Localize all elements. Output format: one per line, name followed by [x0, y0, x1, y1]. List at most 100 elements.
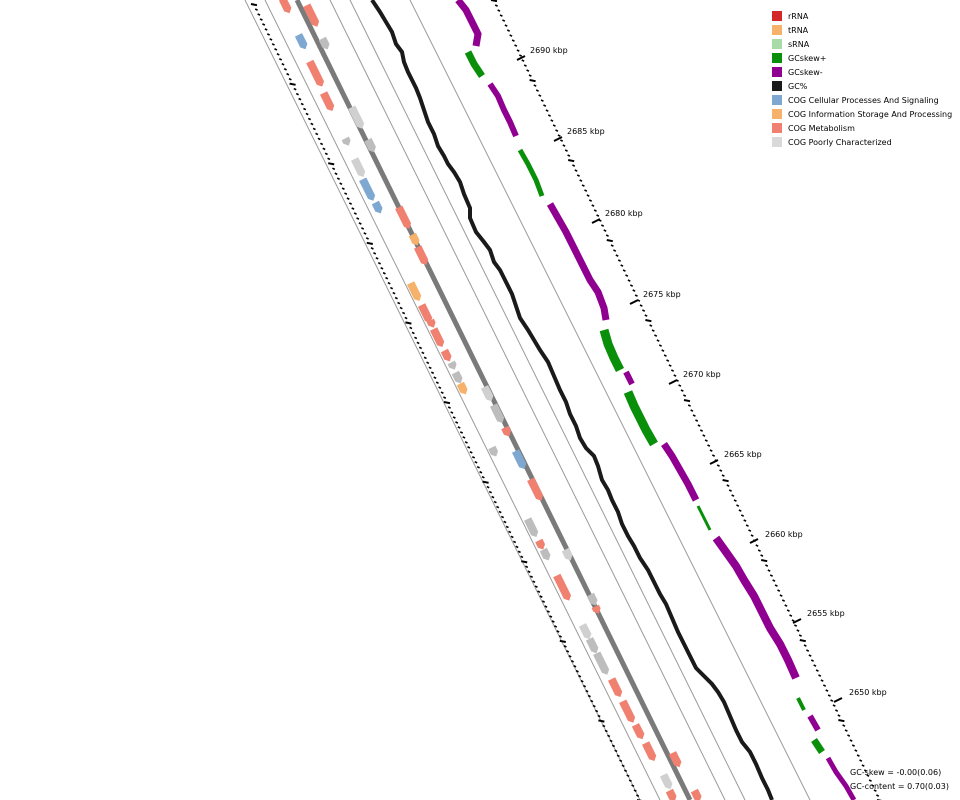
scale-minor-tick — [851, 744, 856, 747]
legend-label: COG Poorly Characterized — [788, 137, 892, 147]
legend-item: GCskew+ — [772, 51, 952, 65]
scale-minor-tick — [334, 172, 338, 176]
cds-arrow — [501, 425, 511, 437]
scale-minor-tick — [544, 605, 548, 608]
scale-major-tick — [482, 480, 489, 484]
major-tick-mark — [792, 618, 802, 624]
scale-major-tick — [521, 560, 528, 564]
cds-arrow — [642, 741, 657, 761]
scale-major-tick — [722, 479, 729, 483]
scale-minor-tick — [636, 794, 640, 797]
scale-minor-tick — [808, 654, 812, 657]
scale-minor-tick — [361, 227, 365, 230]
scale-minor-tick — [765, 564, 769, 567]
scale-minor-tick — [704, 439, 708, 442]
scale-minor-tick — [796, 629, 800, 632]
legend-swatch — [772, 11, 782, 21]
scale-minor-tick — [859, 759, 863, 762]
scale-minor-tick — [517, 550, 521, 554]
cds-arrow — [512, 449, 527, 469]
cds-arrow — [593, 651, 610, 675]
scale-minor-tick — [411, 331, 415, 335]
major-tick-mark — [749, 538, 759, 544]
scale-minor-tick — [341, 187, 345, 190]
legend-item: COG Metabolism — [772, 121, 952, 135]
scale-minor-tick — [447, 406, 451, 409]
scale-minor-tick — [512, 540, 517, 544]
scale-minor-tick — [481, 475, 485, 479]
cds-arrow — [351, 157, 366, 177]
gc-skew-positive-segment — [811, 738, 825, 754]
legend-label: tRNA — [788, 25, 809, 35]
scale-minor-tick — [505, 525, 509, 529]
scale-minor-tick — [740, 514, 745, 517]
cds-arrow — [440, 348, 452, 362]
scale-minor-tick — [346, 197, 350, 200]
scale-minor-tick — [521, 59, 525, 62]
scale-minor-tick — [721, 474, 725, 477]
scale-minor-tick — [504, 24, 508, 27]
scale-minor-tick — [310, 122, 314, 126]
scale-minor-tick — [563, 645, 567, 648]
legend-label: COG Information Storage And Processing — [788, 109, 953, 119]
scale-major-tick — [289, 82, 296, 86]
cds-arrow — [480, 385, 494, 402]
scale-minor-tick — [568, 655, 572, 658]
scale-minor-tick — [750, 534, 754, 537]
scale-minor-tick — [683, 394, 687, 397]
legend-swatch — [772, 123, 782, 133]
scale-minor-tick — [506, 29, 511, 32]
legend-label: sRNA — [788, 39, 810, 49]
gc-skew-track — [455, 0, 857, 800]
scale-minor-tick — [317, 137, 321, 141]
cds-arrow — [414, 245, 429, 265]
scale-minor-tick — [551, 620, 555, 623]
scale-minor-tick — [549, 615, 553, 618]
gc-content-track — [370, 0, 774, 800]
scale-minor-tick — [511, 39, 515, 42]
scale-minor-tick — [430, 371, 435, 375]
scale-minor-tick — [486, 485, 490, 489]
scale-minor-tick — [798, 634, 802, 637]
scale-minor-tick — [844, 729, 848, 732]
scale-minor-tick — [837, 714, 841, 717]
legend-label: GCskew+ — [788, 53, 827, 63]
scale-minor-tick — [621, 764, 625, 768]
scale-minor-tick — [382, 271, 386, 275]
scale-minor-tick — [500, 515, 505, 519]
scale-minor-tick — [625, 274, 629, 277]
scale-minor-tick — [358, 222, 362, 225]
scale-minor-tick — [543, 104, 547, 107]
scale-minor-tick — [339, 182, 343, 186]
scale-minor-tick — [389, 286, 394, 290]
scale-minor-tick — [276, 53, 280, 56]
outer-scale-ring — [490, 0, 883, 800]
scale-minor-tick — [760, 554, 764, 557]
cds-arrow — [294, 33, 308, 50]
scale-minor-tick — [827, 694, 831, 697]
cds-arrow — [456, 381, 468, 395]
legend-swatch — [772, 67, 782, 77]
scale-minor-tick — [557, 134, 561, 137]
scale-major-tick — [250, 3, 258, 7]
scale-minor-tick — [262, 23, 266, 26]
scale-minor-tick — [533, 84, 537, 87]
scale-minor-tick — [474, 460, 478, 464]
cds-arrow — [527, 477, 544, 501]
scale-minor-tick — [514, 44, 518, 47]
major-tick-mark — [668, 379, 678, 385]
scale-minor-tick — [464, 441, 468, 444]
scale-minor-tick — [772, 579, 776, 582]
scale-minor-tick — [404, 316, 408, 320]
scale-minor-tick — [832, 704, 836, 707]
scale-minor-tick — [274, 48, 278, 51]
scale-minor-tick — [353, 212, 357, 215]
gc-skew-positive-segment — [796, 697, 806, 711]
scale-minor-tick — [849, 739, 853, 742]
scale-minor-tick — [591, 204, 595, 207]
scale-minor-tick — [658, 344, 663, 347]
gc-skew-positive-segment — [464, 50, 485, 78]
scale-minor-tick — [450, 411, 454, 414]
cds-arrow — [524, 517, 539, 537]
scale-minor-tick — [537, 590, 541, 593]
